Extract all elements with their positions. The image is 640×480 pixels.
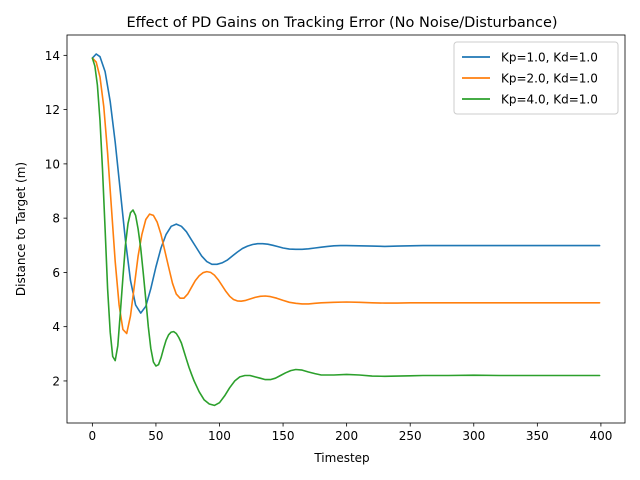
y-tick-label: 2 <box>52 374 60 388</box>
legend-label-3: Kp=4.0, Kd=1.0 <box>501 93 598 107</box>
x-tick-label: 150 <box>272 429 295 443</box>
y-tick-label: 12 <box>45 103 60 117</box>
x-tick-label: 400 <box>589 429 612 443</box>
x-tick-label: 100 <box>208 429 231 443</box>
chart-title: Effect of PD Gains on Tracking Error (No… <box>126 15 557 31</box>
series-line-2 <box>91 57 601 335</box>
legend-box <box>453 41 619 115</box>
series-line-1 <box>91 53 601 314</box>
y-tick-label: 4 <box>52 320 60 334</box>
x-tick-label: 350 <box>526 429 549 443</box>
x-axis: 0 50 100 150 200 250 300 350 400 <box>89 423 612 443</box>
y-axis: 2 4 6 8 10 12 14 <box>45 49 67 388</box>
x-tick-label: 250 <box>399 429 422 443</box>
x-tick-label: 0 <box>89 429 97 443</box>
plot-area <box>66 34 626 424</box>
y-tick-label: 8 <box>52 212 60 226</box>
x-axis-label: Timestep <box>313 451 369 465</box>
y-axis-label: Distance to Target (m) <box>14 162 28 296</box>
y-tick-label: 10 <box>45 157 60 171</box>
legend-label-2: Kp=2.0, Kd=1.0 <box>501 72 598 86</box>
x-tick-label: 50 <box>148 429 163 443</box>
series-line-3 <box>91 57 601 407</box>
legend-label-1: Kp=1.0, Kd=1.0 <box>501 51 598 65</box>
legend: Kp=1.0, Kd=1.0 Kp=2.0, Kd=1.0 Kp=4.0, Kd=1… <box>453 41 619 115</box>
axes-frame <box>66 34 626 424</box>
x-tick-label: 300 <box>462 429 485 443</box>
y-tick-label: 6 <box>52 266 60 280</box>
y-tick-label: 14 <box>45 49 60 63</box>
series-lines <box>91 53 601 407</box>
x-tick-label: 200 <box>335 429 358 443</box>
